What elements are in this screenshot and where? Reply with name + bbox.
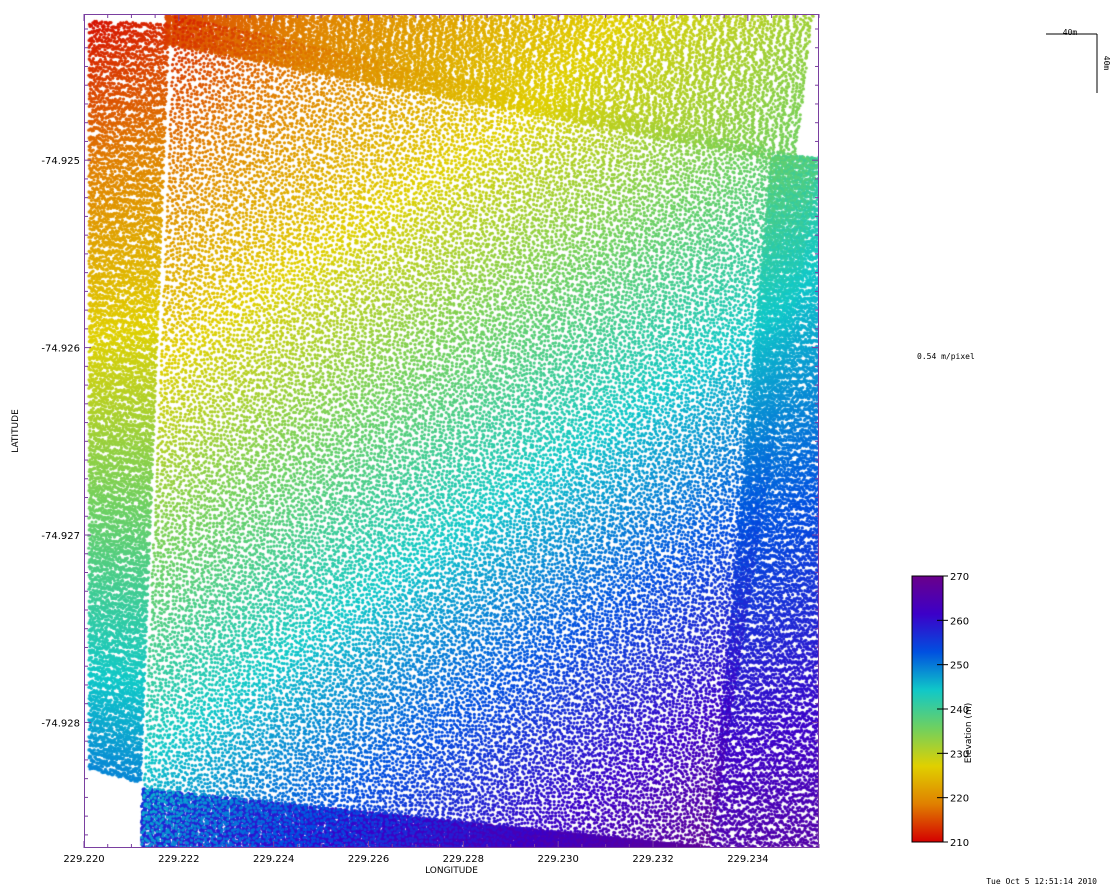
scale-bar: 40m 40m — [1046, 28, 1111, 93]
scale-bar-vertical-label: 40m — [1102, 56, 1111, 71]
scale-bar-horizontal-label: 40m — [1063, 28, 1078, 37]
colorbar: 210 220 230 240 250 260 270 Elevation (m) — [911, 572, 974, 849]
y-tick-label: -74.925 — [41, 156, 80, 167]
x-tick-label: 229.222 — [158, 854, 199, 865]
x-axis-title: LONGITUDE — [425, 866, 478, 876]
y-axis-title: LATITUDE — [11, 409, 21, 453]
y-tick-label: -74.926 — [41, 344, 80, 355]
x-tick-label: 229.230 — [538, 854, 579, 865]
colorbar-tick-label: 240 — [950, 705, 969, 716]
colorbar-tick-label: 260 — [950, 616, 969, 627]
x-axis: 229.220 229.222 229.224 229.226 229.228 229.2… — [63, 14, 820, 865]
y-axis: -74.925 -74.926 -74.927 -74.928 — [41, 28, 819, 836]
x-tick-label: 229.234 — [727, 854, 768, 865]
timestamp: Tue Oct 5 12:51:14 2010 — [986, 877, 1097, 886]
x-tick-label: 229.226 — [348, 854, 389, 865]
colorbar-ticks: 210 220 230 240 250 260 270 — [937, 572, 969, 849]
colorbar-tick-label: 210 — [950, 838, 969, 849]
y-tick-label: -74.928 — [41, 718, 80, 729]
y-tick-label: -74.927 — [41, 531, 80, 542]
x-tick-label: 229.232 — [632, 854, 673, 865]
point-cloud-canvas — [84, 14, 819, 848]
colorbar-tick-label: 250 — [950, 661, 969, 672]
resolution-label: 0.54 m/pixel — [917, 352, 975, 361]
plot-frame — [84, 14, 819, 848]
colorbar-title: Elevation (m) — [964, 703, 974, 763]
colorbar-tick-label: 230 — [950, 749, 969, 760]
x-tick-label: 229.224 — [253, 854, 294, 865]
colorbar-tick-label: 220 — [950, 794, 969, 805]
x-tick-label: 229.220 — [63, 854, 104, 865]
colorbar-tick-label: 270 — [950, 572, 969, 583]
x-tick-label: 229.228 — [443, 854, 484, 865]
